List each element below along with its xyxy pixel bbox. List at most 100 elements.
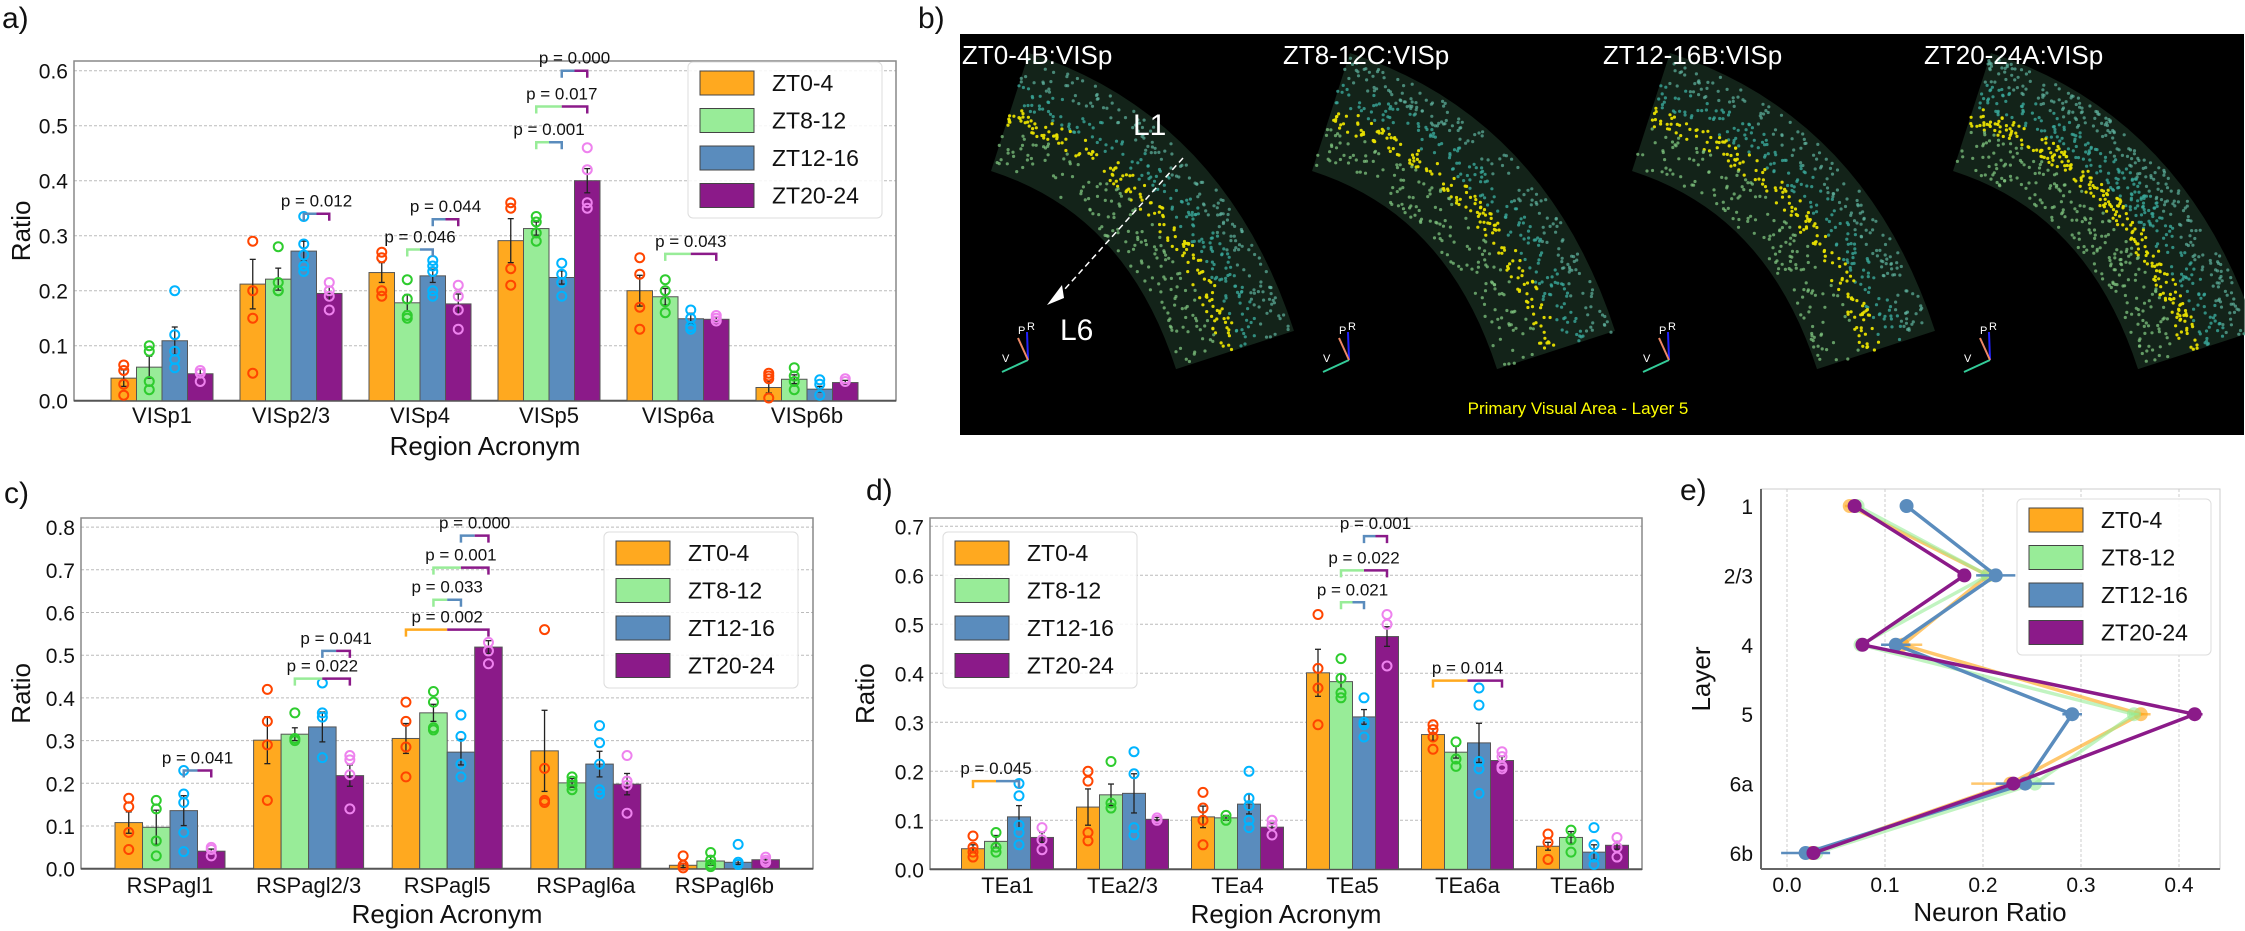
- neuron-dot: [2078, 105, 2082, 109]
- neuron-dot: [1542, 231, 1546, 235]
- neuron-dot: [1753, 178, 1757, 182]
- data-marker: [1847, 499, 1862, 513]
- neuron-dot: [1372, 85, 1376, 90]
- neuron-dot: [1512, 361, 1516, 365]
- neuron-dot: [1871, 218, 1875, 222]
- neuron-dot: [1229, 234, 1233, 238]
- y-tick-label: 0.8: [46, 517, 75, 540]
- neuron-dot: [1179, 224, 1183, 229]
- neuron-dot: [1070, 81, 1074, 85]
- legend-swatch: [954, 653, 1010, 678]
- neuron-dot: [1683, 113, 1687, 117]
- significance-bracket-left: [302, 212, 317, 221]
- neuron-dot: [1139, 158, 1143, 162]
- neuron-dot: [1023, 121, 1027, 125]
- data-point: [298, 260, 310, 272]
- data-point: [1427, 731, 1439, 743]
- neuron-dot: [1874, 219, 1878, 223]
- p-value-label: p = 0.041: [300, 629, 371, 648]
- neuron-dot: [1759, 111, 1763, 115]
- neuron-dot: [1174, 174, 1179, 178]
- x-axis-label: Region Acronym: [390, 431, 581, 461]
- neuron-dot: [1098, 182, 1102, 186]
- neuron-dot: [1213, 319, 1217, 323]
- data-point: [427, 260, 439, 272]
- neuron-dot: [1713, 193, 1717, 197]
- neuron-dot: [1448, 128, 1452, 133]
- neuron-dot: [1688, 127, 1692, 131]
- neuron-dot: [1981, 108, 1985, 112]
- neuron-dot: [1046, 109, 1051, 114]
- neuron-dot: [1997, 58, 2001, 62]
- neuron-dot: [2233, 304, 2237, 308]
- neuron-dot: [1212, 333, 1216, 337]
- y-tick-label: 0.7: [46, 560, 75, 583]
- neuron-dot: [2088, 186, 2092, 190]
- neuron-dot: [1802, 288, 1806, 292]
- data-point: [1197, 786, 1209, 798]
- panel-label-b: b): [918, 2, 945, 35]
- neuron-dot: [1477, 246, 1481, 250]
- legend-label: ZT12-16: [688, 615, 775, 641]
- neuron-dot: [1237, 248, 1241, 252]
- neuron-dot: [1334, 115, 1339, 119]
- data-point: [1381, 609, 1393, 620]
- neuron-dot: [2193, 258, 2197, 262]
- neuron-dot: [1505, 308, 1509, 313]
- neuron-dot: [2115, 204, 2120, 208]
- neuron-dot: [2129, 192, 2133, 196]
- neuron-dot: [1119, 194, 1123, 198]
- data-marker: [1806, 846, 1821, 860]
- neuron-dot: [2098, 246, 2102, 250]
- neuron-dot: [1690, 114, 1694, 118]
- neuron-dot: [1830, 251, 1834, 255]
- neuron-dot: [1573, 319, 1577, 323]
- neuron-dot: [1511, 259, 1515, 263]
- neuron-dot: [1772, 161, 1776, 165]
- neuron-dot: [2094, 109, 2098, 114]
- neuron-dot: [1679, 70, 1684, 74]
- neuron-dot: [1987, 123, 1992, 127]
- neuron-dot: [2063, 168, 2067, 172]
- neuron-dot: [1387, 146, 1391, 150]
- neuron-dot: [1503, 362, 1507, 366]
- neuron-dot: [2093, 147, 2098, 151]
- neuron-dot: [2144, 236, 2148, 240]
- neuron-dot: [1463, 184, 1467, 188]
- neuron-dot: [2071, 149, 2075, 153]
- neuron-dot: [2099, 169, 2103, 173]
- neuron-dot: [2221, 326, 2225, 330]
- neuron-dot: [1169, 325, 1173, 330]
- neuron-dot: [1114, 179, 1118, 183]
- neuron-dot: [2171, 301, 2175, 305]
- neuron-dot: [2168, 224, 2173, 228]
- neuron-dot: [1341, 83, 1345, 87]
- neuron-dot: [2024, 72, 2028, 76]
- neuron-dot: [1845, 237, 1849, 241]
- neuron-dot: [1081, 117, 1085, 121]
- neuron-dot: [2155, 195, 2159, 199]
- bar: [703, 318, 730, 402]
- neuron-dot: [1560, 282, 1564, 286]
- neuron-dot: [1528, 266, 1532, 270]
- neuron-dot: [2047, 160, 2051, 164]
- neuron-dot: [1052, 70, 1056, 74]
- neuron-dot: [1226, 252, 1230, 256]
- neuron-dot: [1373, 118, 1377, 122]
- neuron-dot: [1164, 258, 1168, 262]
- y-tick-label: 0.3: [895, 712, 924, 735]
- neuron-dot: [2133, 227, 2137, 231]
- neuron-dot: [2169, 212, 2173, 216]
- neuron-dot: [1106, 215, 1110, 219]
- neuron-dot: [1519, 251, 1523, 255]
- neuron-dot: [1866, 313, 1870, 317]
- neuron-dot: [1159, 244, 1163, 248]
- neuron-dot: [1725, 152, 1729, 156]
- neuron-dot: [1842, 258, 1846, 262]
- neuron-dot: [1226, 212, 1230, 217]
- neuron-dot: [2109, 186, 2113, 190]
- neuron-dot: [1178, 346, 1183, 350]
- neuron-dot: [1758, 194, 1762, 198]
- neuron-dot: [1201, 180, 1205, 184]
- neuron-dot: [2104, 133, 2108, 137]
